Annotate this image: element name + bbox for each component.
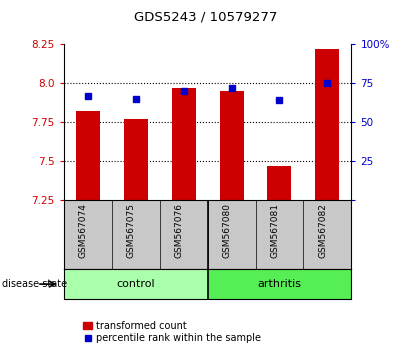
Text: GSM567081: GSM567081 — [270, 203, 279, 258]
Bar — [208, 269, 351, 299]
Text: control: control — [116, 279, 155, 289]
Text: GSM567082: GSM567082 — [319, 203, 328, 258]
Bar — [172, 88, 196, 200]
Bar — [124, 119, 148, 200]
Bar — [315, 49, 339, 200]
Bar — [76, 111, 100, 200]
Text: GSM567075: GSM567075 — [127, 203, 136, 258]
Text: GDS5243 / 10579277: GDS5243 / 10579277 — [134, 10, 277, 23]
Text: GSM567074: GSM567074 — [79, 203, 88, 258]
Text: GSM567080: GSM567080 — [222, 203, 231, 258]
Text: disease state: disease state — [2, 279, 67, 289]
Bar — [268, 166, 291, 200]
Bar — [219, 91, 243, 200]
Text: GSM567076: GSM567076 — [175, 203, 184, 258]
Legend: transformed count, percentile rank within the sample: transformed count, percentile rank withi… — [79, 317, 265, 347]
Bar — [64, 269, 208, 299]
Text: arthritis: arthritis — [257, 279, 302, 289]
